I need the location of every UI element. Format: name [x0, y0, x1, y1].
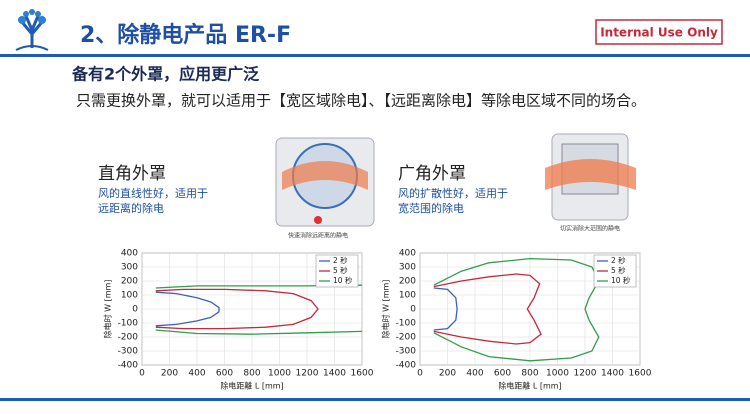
footer-rule [0, 398, 750, 401]
legend-label: 2 秒 [333, 255, 348, 265]
panel-title: 广角外罩 [398, 164, 466, 184]
description: 只需更换外罩，就可以适用于【宽区域除电】、【远距离除电】等除电区域不同的场合。 [76, 92, 646, 110]
y-tick-label: 0 [132, 305, 138, 315]
y-tick-label: -400 [118, 361, 139, 371]
y-tick-label: 300 [121, 263, 138, 273]
y-tick-label: 200 [121, 277, 138, 287]
y-tick-label: 0 [410, 305, 416, 315]
x-tick-label: 1200 [296, 369, 319, 379]
series-line [155, 288, 319, 330]
y-tick-label: -300 [118, 347, 139, 357]
x-tick-label: 800 [521, 369, 538, 379]
product-image [545, 133, 636, 221]
x-tick-label: 1400 [601, 369, 624, 379]
x-tick-label: 1600 [629, 369, 652, 379]
x-tick-label: 200 [161, 369, 178, 379]
subtitle: 备有2个外罩，应用更广泛 [71, 65, 259, 84]
x-tick-label: 400 [466, 369, 483, 379]
y-tick-label: -200 [396, 333, 417, 343]
y-tick-label: 200 [399, 277, 416, 287]
x-tick-label: 600 [216, 369, 233, 379]
series-line [433, 287, 458, 331]
legend-label: 5 秒 [333, 265, 348, 275]
series-line [433, 273, 542, 345]
x-axis-title: 除电距離 L [mm] [498, 381, 561, 391]
x-tick-label: 0 [139, 369, 145, 379]
x-axis-title: 除电距離 L [mm] [220, 381, 283, 391]
legend-label: 10 秒 [611, 275, 631, 285]
x-tick-label: 1000 [546, 369, 569, 379]
x-tick-label: 1400 [323, 369, 346, 379]
legend-box [593, 254, 637, 288]
y-tick-label: -100 [118, 319, 139, 329]
panel-text: 远距离的除电 [98, 201, 164, 215]
chart: -400 -300 -200 -100 0 100 200 300 400 0 200 400 600 8… [381, 249, 652, 391]
x-tick-label: 0 [417, 369, 423, 379]
panel-title: 直角外罩 [98, 164, 166, 184]
panel-text: 宽范围的除电 [398, 201, 464, 215]
y-tick-label: 300 [399, 263, 416, 273]
chart: -400 -300 -200 -100 0 100 200 300 400 0 200 400 600 8… [103, 249, 374, 391]
x-tick-label: 200 [439, 369, 456, 379]
badge-box [595, 19, 723, 45]
y-axis-title: 除电时 W [mm] [103, 280, 113, 339]
legend-label: 2 秒 [611, 255, 626, 265]
y-tick-label: 400 [399, 249, 416, 259]
x-tick-label: 1200 [574, 369, 597, 379]
image-caption: 切实消除大范围的静电 [560, 225, 620, 233]
panel-text: 风的直线性好，适用于 [98, 186, 208, 200]
x-tick-label: 600 [494, 369, 511, 379]
y-tick-label: -300 [396, 347, 417, 357]
y-tick-label: 100 [399, 291, 416, 301]
y-tick-label: 100 [121, 291, 138, 301]
y-tick-label: 400 [121, 249, 138, 259]
y-tick-label: -100 [396, 319, 417, 329]
legend-label: 5 秒 [611, 265, 626, 275]
x-tick-label: 1000 [268, 369, 291, 379]
x-tick-label: 1600 [351, 369, 374, 379]
panel-text: 风的扩散性好，适用于 [398, 186, 508, 200]
y-axis-title: 除电时 W [mm] [381, 280, 391, 339]
product-image [275, 137, 375, 227]
title: 2、除静电产品 ER-F [80, 22, 291, 48]
y-tick-label: -200 [118, 333, 139, 343]
y-tick-label: -400 [396, 361, 417, 371]
image-caption: 快速消除远距离的静电 [288, 232, 348, 240]
badge: Internal Use Only [600, 26, 718, 40]
legend-label: 10 秒 [333, 275, 353, 285]
x-tick-label: 800 [243, 369, 260, 379]
series-line [433, 257, 600, 362]
x-tick-label: 400 [188, 369, 205, 379]
header-rule [0, 54, 750, 57]
series-line [155, 291, 220, 327]
logo [14, 9, 50, 51]
